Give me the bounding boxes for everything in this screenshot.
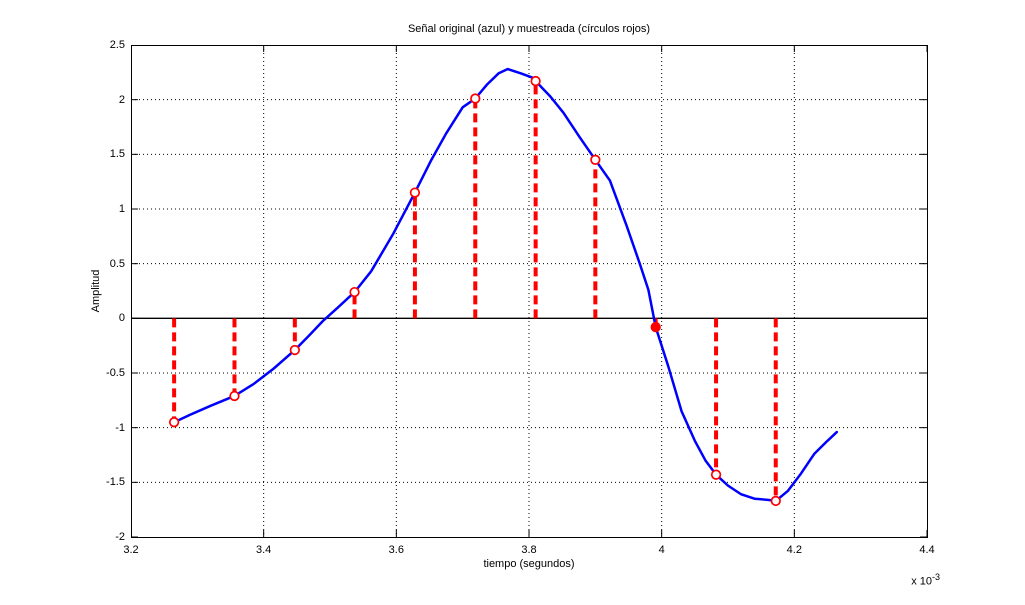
sample-marker — [590, 154, 601, 165]
multiplier-base: x 10 — [911, 575, 932, 588]
y-tick-label: 1 — [118, 203, 125, 215]
axes-box — [131, 45, 928, 538]
x-tick-label: 4.2 — [786, 544, 802, 556]
x-axis-label: tiempo (segundos) — [483, 558, 575, 570]
x-tick-label: 3.6 — [388, 544, 404, 556]
sample-marker — [530, 75, 541, 87]
y-tick-label: 0 — [118, 312, 125, 325]
x-axis-exponent-multiplier: x 10-3 — [845, 572, 940, 588]
chart-svg — [131, 45, 928, 538]
sample-marker — [289, 344, 300, 356]
x-tick-label: 4.4 — [919, 544, 935, 556]
multiplier-exponent: -3 — [931, 572, 940, 582]
plot-area — [131, 45, 928, 538]
sample-marker — [770, 495, 781, 507]
y-tick-label: -0.5 — [106, 367, 125, 379]
x-tick-label: 3.4 — [256, 544, 272, 556]
y-tick-label: -1 — [115, 421, 125, 434]
sample-marker — [168, 417, 180, 428]
plot-title: Señal original (azul) y muestreada (círc… — [407, 23, 651, 35]
signal-line — [172, 67, 839, 503]
y-tick-label: 0.5 — [109, 257, 125, 270]
sample-marker — [229, 390, 240, 402]
y-tick-label: 2 — [118, 93, 125, 106]
sample-marker — [650, 321, 661, 333]
sample-marker — [349, 286, 360, 298]
y-tick-label: -1.5 — [106, 476, 125, 489]
sample-marker — [470, 93, 481, 104]
x-tick-label: 4 — [658, 544, 665, 556]
x-tick-label: 3.8 — [521, 544, 537, 556]
y-axis-label: Amplitud — [90, 269, 102, 313]
y-tick-label: 2.5 — [109, 39, 125, 51]
sample-marker — [409, 187, 421, 198]
x-tick-label: 3.2 — [123, 544, 139, 556]
y-tick-label: -2 — [115, 531, 125, 543]
y-tick-label: 1.5 — [109, 148, 125, 161]
sample-marker — [710, 469, 722, 480]
